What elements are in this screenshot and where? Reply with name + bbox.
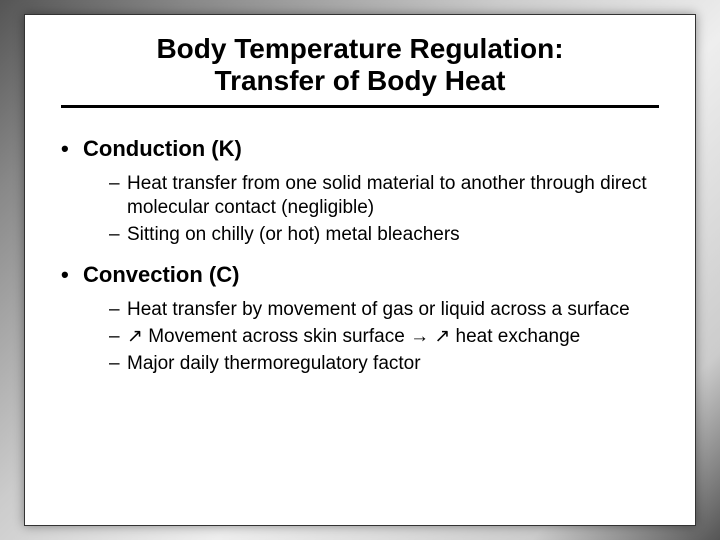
slide-content: Conduction (K) Heat transfer from one so… [61,136,659,375]
bullet-point: Sitting on chilly (or hot) metal bleache… [109,223,659,246]
slide: Body Temperature Regulation: Transfer of… [24,14,696,526]
title-line-1: Body Temperature Regulation: [156,33,563,64]
title-line-2: Transfer of Body Heat [215,65,506,96]
section-heading: Conduction (K) [61,136,659,162]
bullet-point: ↗ Movement across skin surface → ↗ heat … [109,325,659,348]
slide-title: Body Temperature Regulation: Transfer of… [61,33,659,108]
bullet-point: Major daily thermoregulatory factor [109,352,659,375]
section-heading: Convection (C) [61,262,659,288]
bullet-point: Heat transfer from one solid material to… [109,172,659,218]
bullet-point: Heat transfer by movement of gas or liqu… [109,298,659,321]
